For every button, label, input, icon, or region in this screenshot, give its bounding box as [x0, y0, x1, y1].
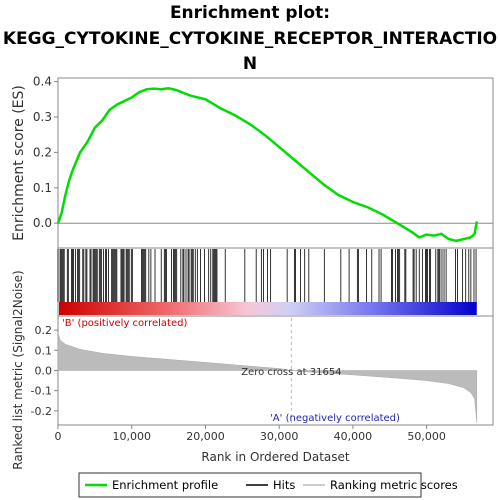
enrichment-profile-line	[56, 87, 479, 243]
es-ytick-label: 0.3	[33, 110, 52, 124]
es-plot-frame	[57, 77, 494, 249]
x-axis-label: Rank in Ordered Dataset	[201, 450, 349, 464]
es-ytick-label: 0.0	[33, 216, 52, 230]
metric-ytick-label: -0.2	[31, 405, 52, 418]
metric-ytick-label: 0.2	[35, 324, 53, 337]
xtick-label: 30,000	[260, 430, 299, 443]
xtick-label: 20,000	[186, 430, 225, 443]
metric-ytick-label: 0.1	[35, 344, 53, 357]
es-ytick-label: 0.4	[33, 75, 52, 89]
plot-title-line-3: N	[242, 54, 258, 74]
legend: Enrichment profile Hits Ranking metric sco…	[78, 472, 458, 498]
es-ytick-label: 0.1	[33, 181, 52, 195]
ranking-metric-scores-legend-label: Ranking metric scores	[330, 478, 458, 492]
xtick-label: 40,000	[334, 430, 373, 443]
plot-title-line-1: Enrichment plot:	[169, 3, 331, 23]
ranking-metric-area	[57, 332, 478, 424]
es-axis-label: Enrichment score (ES)	[11, 85, 27, 241]
positive-correlation-label: 'B' (positively correlated)	[62, 318, 187, 329]
metric-axis-label: Ranked list metric (Signal2Noise)	[11, 270, 25, 469]
enrichment-profile-legend-label: Enrichment profile	[112, 478, 218, 492]
xtick-label: 0	[55, 430, 62, 443]
hits-panel	[57, 247, 494, 317]
es-panel: 0.4 0.3 0.2 0.1 0.0 Enrichment score (ES)	[11, 75, 494, 249]
zero-cross-label: Zero cross at 31654	[241, 367, 341, 378]
metric-ytick-label: 0.0	[35, 365, 53, 378]
hits-legend-label: Hits	[273, 478, 295, 492]
metric-ytick-label: -0.1	[31, 385, 52, 398]
rank-color-bar	[59, 302, 477, 315]
es-ytick-label: 0.2	[33, 145, 52, 159]
hit-ticks	[57, 249, 477, 302]
plot-title-line-2: KEGG_CYTOKINE_CYTOKINE_RECEPTOR_INTERACT…	[2, 29, 498, 49]
negative-correlation-label: 'A' (negatively correlated)	[270, 413, 400, 424]
xtick-label: 50,000	[407, 430, 446, 443]
xtick-label: 10,000	[112, 430, 151, 443]
ranked-metric-panel: 0.2 0.1 0.0 -0.1 -0.2 Zero cross at 31654 'B' …	[11, 270, 494, 470]
